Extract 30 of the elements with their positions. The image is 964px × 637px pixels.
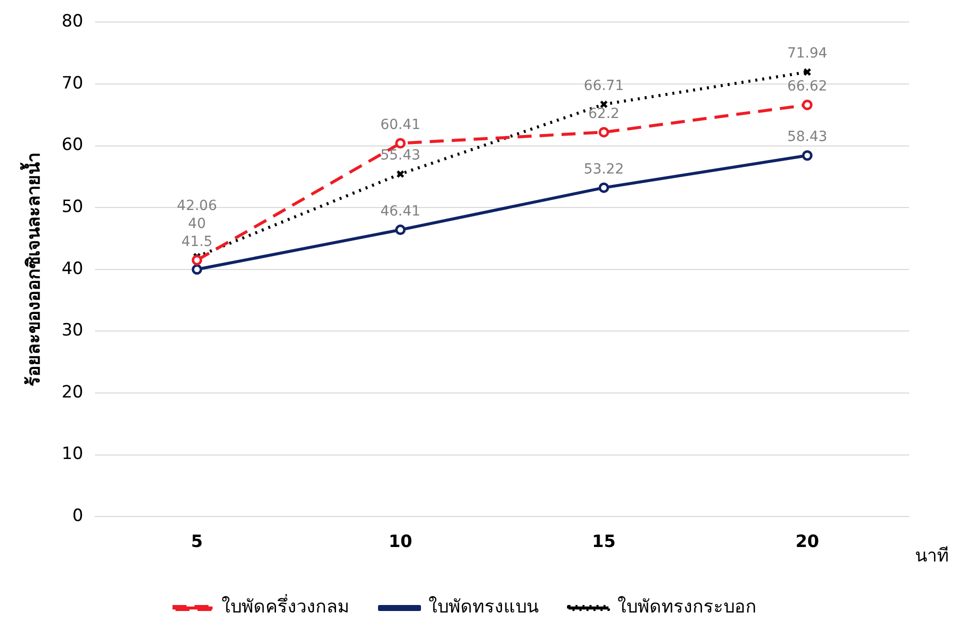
x-tick-label: 10: [388, 532, 412, 552]
data-label: 62.2: [588, 106, 620, 122]
y-tick-label: 20: [62, 382, 84, 402]
data-label: 66.71: [584, 78, 624, 94]
x-tick-label: 5: [191, 532, 203, 552]
x-axis-title: นาที: [915, 546, 949, 567]
y-tick-label: 30: [62, 320, 84, 341]
y-tick-label: 60: [62, 135, 84, 156]
data-label: 58.43: [787, 129, 828, 146]
y-tick-label: 50: [62, 197, 84, 218]
x-tick-label: 15: [592, 532, 616, 552]
data-label: 71.94: [787, 46, 828, 62]
data-label: 55.43: [380, 148, 420, 164]
data-label: 41.5: [181, 234, 213, 250]
x-tick-label: 20: [795, 532, 820, 552]
data-label: 42.06: [176, 198, 218, 214]
data-label: 66.62: [787, 78, 828, 95]
data-label: 40: [188, 216, 206, 232]
data-label: 46.41: [380, 203, 420, 220]
data-label: 53.22: [584, 161, 624, 178]
legend-label: ใบพัดทรงแบน: [428, 596, 538, 618]
y-tick-label: 0: [72, 506, 84, 526]
legend-label: ใบพัดทรงกระบอก: [618, 596, 756, 618]
y-axis-title: ร้อยละของออกซิเจนละลายน้ำ: [19, 152, 44, 386]
data-label: 60.41: [380, 116, 420, 133]
y-tick-label: 10: [62, 444, 84, 464]
y-tick-label: 40: [62, 258, 84, 279]
y-tick-label: 70: [62, 73, 84, 94]
legend-label: ใบพัดครึ่งวงกลม: [222, 594, 350, 618]
y-tick-label: 80: [62, 12, 84, 32]
